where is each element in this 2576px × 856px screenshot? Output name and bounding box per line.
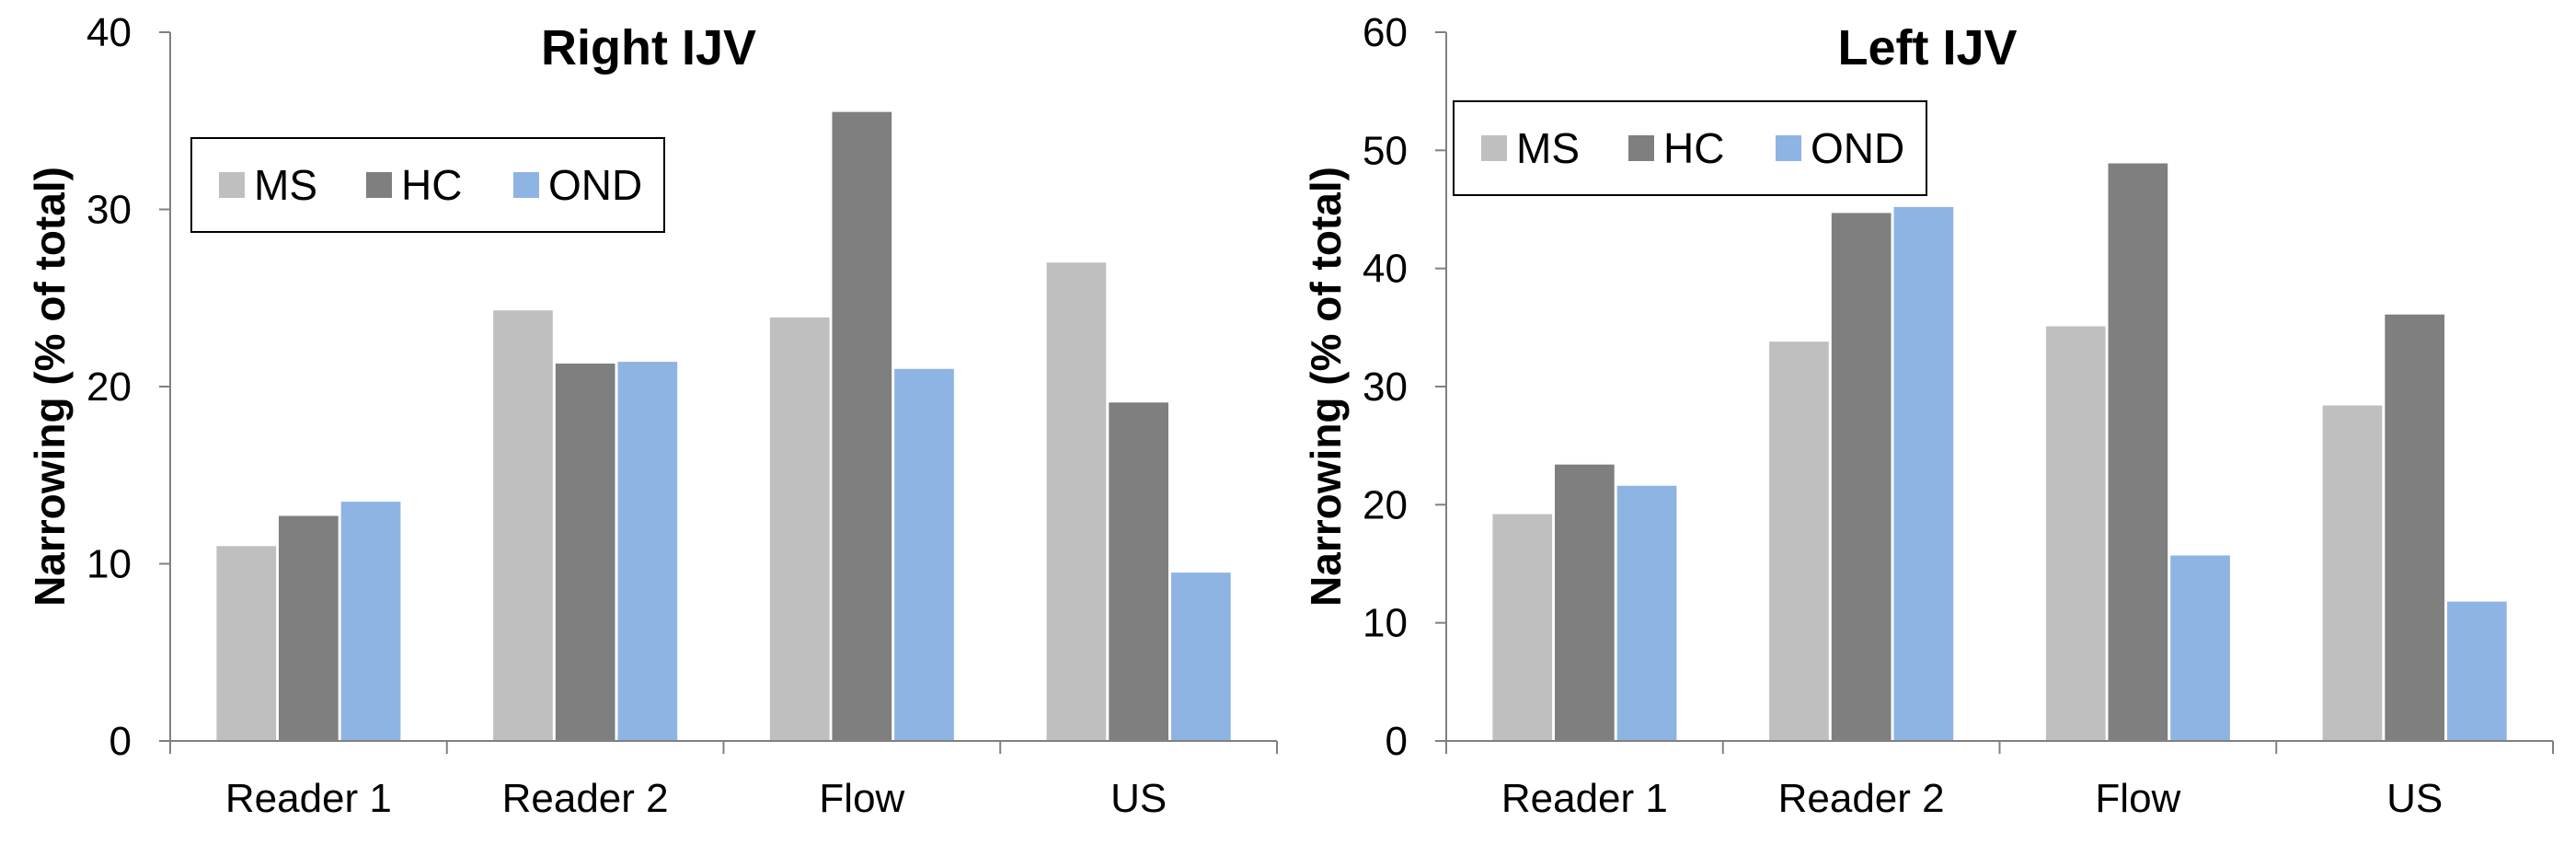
chart-right-ijv: 0 10 20 30 40 Reader 1 Reader 2 Flow US Right IJV… bbox=[26, 10, 1278, 821]
y-tick-label: 0 bbox=[109, 719, 132, 764]
legend-label-ms: MS bbox=[254, 161, 317, 209]
x-category-label: Reader 2 bbox=[502, 776, 669, 821]
x-category-label: US bbox=[2386, 776, 2443, 821]
y-tick-label: 10 bbox=[1363, 601, 1408, 646]
legend-swatch-hc bbox=[1628, 135, 1654, 161]
bar-hc-reader-2 bbox=[1831, 213, 1892, 741]
legend: MS HC OND bbox=[1453, 100, 1927, 196]
x-category-label: Flow bbox=[819, 776, 904, 821]
y-tick-label: 20 bbox=[1363, 482, 1408, 527]
bar-ms-reader-2 bbox=[1769, 341, 1829, 741]
legend-label-hc: HC bbox=[1663, 124, 1724, 172]
chart-left-ijv: 0 10 20 30 40 50 60 Reader 1 Reader 2 Flow US Left … bbox=[1302, 10, 2554, 821]
legend-label-ms: MS bbox=[1516, 124, 1580, 172]
y-tick-label: 60 bbox=[1363, 10, 1408, 55]
bar-ms-reader-2 bbox=[493, 310, 553, 741]
bar-ms-us bbox=[2322, 405, 2383, 741]
y-tick-label: 0 bbox=[1386, 719, 1408, 764]
bar-ond-reader-1 bbox=[1616, 485, 1677, 741]
legend-label-hc: HC bbox=[401, 161, 462, 209]
legend-swatch-ond bbox=[513, 172, 539, 198]
bar-hc-flow bbox=[2108, 163, 2168, 741]
legend-frame bbox=[1453, 100, 1927, 196]
legend-swatch-ms bbox=[1481, 135, 1507, 161]
y-tick-label: 30 bbox=[1363, 364, 1408, 410]
bar-ms-flow bbox=[769, 317, 830, 741]
legend-swatch-ond bbox=[1776, 135, 1801, 161]
y-tick-label: 50 bbox=[1363, 128, 1408, 173]
bar-hc-flow bbox=[832, 111, 892, 742]
y-tick-label: 30 bbox=[86, 188, 132, 233]
legend-label-ond: OND bbox=[1811, 124, 1904, 172]
bar-hc-reader-2 bbox=[555, 364, 615, 741]
legend-frame bbox=[190, 137, 665, 233]
bar-ond-reader-2 bbox=[1893, 206, 1954, 741]
bar-ms-reader-1 bbox=[216, 546, 277, 742]
legend: MS HC OND bbox=[190, 137, 665, 233]
bar-ms-us bbox=[1046, 262, 1107, 742]
bar-ms-reader-1 bbox=[1492, 514, 1553, 741]
x-category-label: Reader 1 bbox=[225, 776, 392, 821]
x-category-label: US bbox=[1110, 776, 1167, 821]
bar-hc-reader-1 bbox=[1555, 464, 1615, 741]
legend-swatch-ms bbox=[219, 172, 245, 198]
y-axis-title: Narrowing (% of total) bbox=[26, 167, 74, 607]
bar-ond-us bbox=[1171, 573, 1231, 741]
bar-hc-us bbox=[2385, 314, 2444, 741]
bar-hc-us bbox=[1109, 402, 1168, 741]
chart-title: Left IJV bbox=[1837, 20, 2017, 75]
bar-ond-us bbox=[2447, 601, 2507, 741]
x-category-label: Reader 1 bbox=[1501, 776, 1668, 821]
y-axis-title: Narrowing (% of total) bbox=[1302, 167, 1350, 607]
y-tick-label: 10 bbox=[86, 542, 132, 587]
y-tick-label: 20 bbox=[86, 364, 132, 410]
y-tick-label: 40 bbox=[1363, 247, 1408, 292]
bar-ond-flow bbox=[894, 368, 954, 742]
bar-ond-reader-2 bbox=[617, 362, 678, 741]
bar-hc-reader-1 bbox=[279, 515, 339, 741]
legend-label-ond: OND bbox=[548, 161, 642, 209]
bar-ond-flow bbox=[2170, 555, 2230, 741]
x-category-label: Flow bbox=[2095, 776, 2180, 821]
bar-ms-flow bbox=[2045, 326, 2106, 741]
x-category-label: Reader 2 bbox=[1778, 776, 1945, 821]
legend-swatch-hc bbox=[366, 172, 392, 198]
bar-ond-reader-1 bbox=[340, 502, 401, 741]
chart-title: Right IJV bbox=[541, 20, 756, 75]
y-tick-label: 40 bbox=[86, 10, 132, 55]
